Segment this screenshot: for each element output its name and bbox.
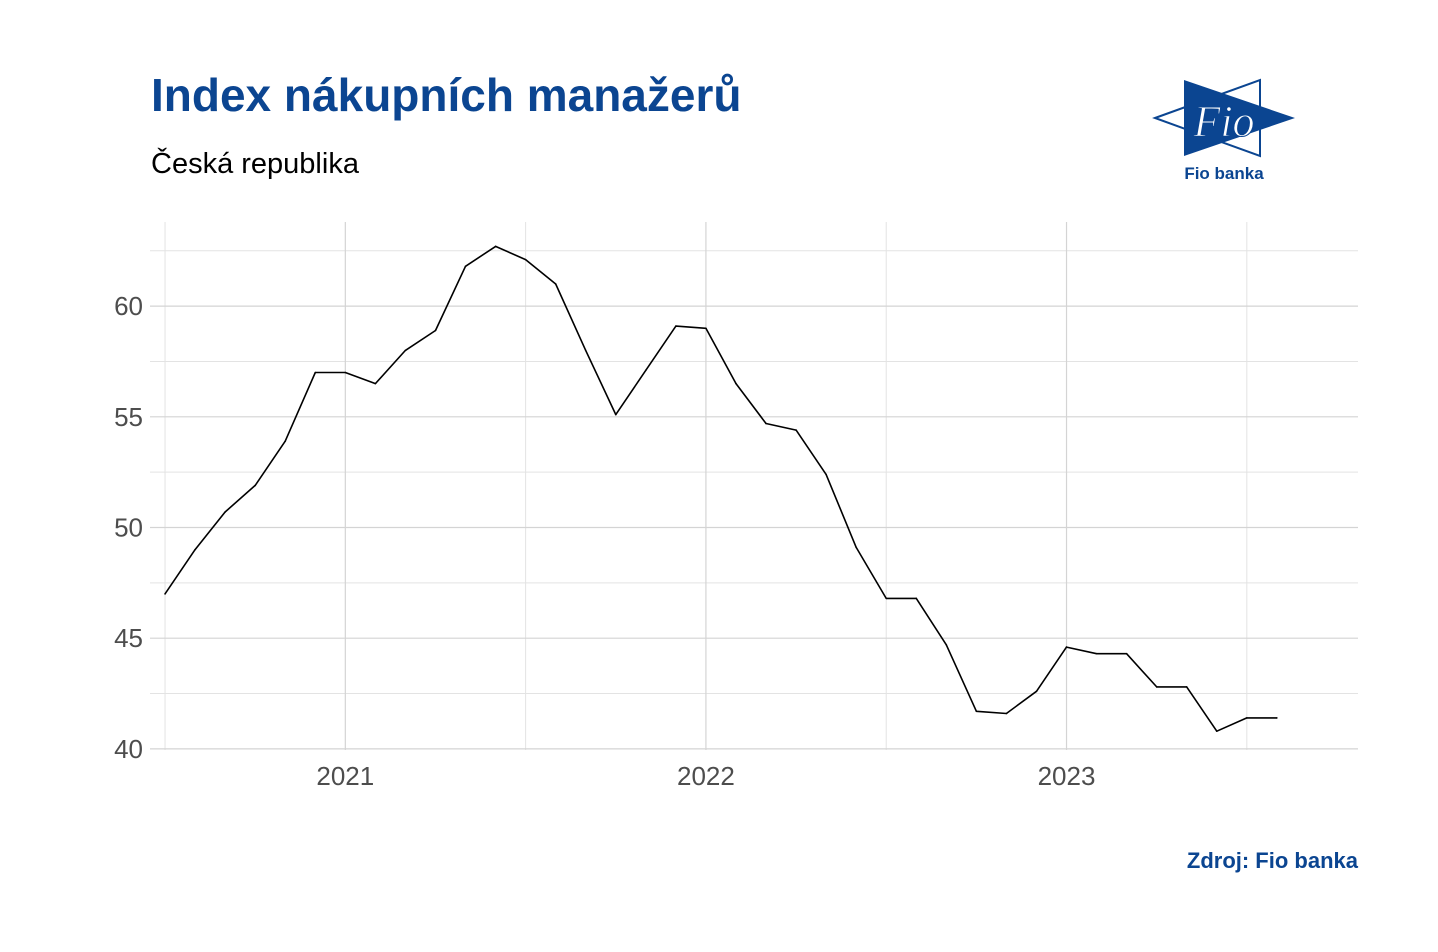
fio-logo-mark-text: Fio — [1192, 97, 1254, 146]
data-point-2022-09 — [945, 644, 948, 646]
series-layer — [164, 245, 1278, 733]
data-point-2022-07 — [885, 597, 888, 600]
data-point-2021-08 — [554, 283, 557, 285]
data-point-2022-11 — [1005, 712, 1008, 715]
data-point-2021-12 — [675, 325, 677, 327]
x-axis-tick-labels: 2021 2022 2023 — [316, 761, 1095, 791]
data-point-2023-03 — [1125, 652, 1128, 655]
data-point-2022-10 — [975, 710, 978, 713]
y-tick-label-50: 50 — [114, 513, 143, 543]
data-point-2021-07 — [524, 258, 527, 261]
x-tick-label-2023: 2023 — [1038, 761, 1096, 791]
data-point-2023-07 — [1246, 717, 1248, 719]
data-point-2021-10 — [614, 413, 617, 416]
data-point-2023-04 — [1155, 686, 1158, 688]
data-point-2021-03 — [404, 349, 407, 352]
x-tick-label-2022: 2022 — [677, 761, 735, 791]
x-tick-label-2021: 2021 — [316, 761, 374, 791]
data-point-2021-06 — [494, 245, 497, 248]
data-point-2021-04 — [434, 329, 437, 332]
y-tick-label-60: 60 — [114, 291, 143, 321]
data-point-2020-10 — [254, 484, 256, 487]
y-tick-label-45: 45 — [114, 623, 143, 653]
y-axis-tick-labels: 40 45 50 55 60 — [114, 291, 143, 764]
data-point-2022-08 — [915, 597, 918, 600]
page-title: Index nákupních manažerů — [151, 69, 742, 121]
data-point-2021-09 — [584, 349, 587, 352]
data-point-2023-02 — [1095, 652, 1098, 655]
data-point-2022-06 — [855, 546, 857, 549]
series-line-0 — [164, 245, 1277, 733]
data-point-2023-08 — [1276, 717, 1278, 719]
page-subtitle: Česká republika — [151, 148, 359, 180]
data-point-2022-01 — [705, 327, 707, 330]
data-point-2022-02 — [735, 382, 737, 385]
data-point-2020-12 — [314, 371, 317, 374]
data-point-2021-01 — [344, 371, 347, 374]
fio-logo-label: Fio banka — [1184, 164, 1264, 183]
fio-logo-blue-triangle — [1184, 80, 1295, 156]
grid-major — [150, 222, 1358, 750]
data-point-2020-07 — [164, 593, 166, 595]
data-point-2023-01 — [1065, 646, 1068, 648]
data-point-2022-03 — [765, 422, 767, 425]
y-tick-label-55: 55 — [114, 402, 143, 432]
fio-logo: Fio — [1152, 78, 1295, 158]
data-point-2021-11 — [645, 369, 647, 372]
data-point-2023-05 — [1185, 686, 1188, 688]
source-note: Zdroj: Fio banka — [1186, 848, 1358, 873]
y-tick-label-40: 40 — [114, 734, 143, 764]
data-point-2021-05 — [464, 265, 467, 268]
data-point-2022-04 — [795, 429, 797, 431]
data-point-2021-02 — [374, 382, 377, 385]
data-point-2022-12 — [1035, 690, 1038, 693]
data-point-2023-06 — [1215, 730, 1218, 732]
data-point-2020-09 — [224, 511, 226, 513]
data-point-2022-05 — [825, 473, 827, 476]
data-point-2020-11 — [284, 440, 287, 442]
data-point-2020-08 — [194, 548, 196, 551]
grid-minor — [150, 222, 1358, 750]
